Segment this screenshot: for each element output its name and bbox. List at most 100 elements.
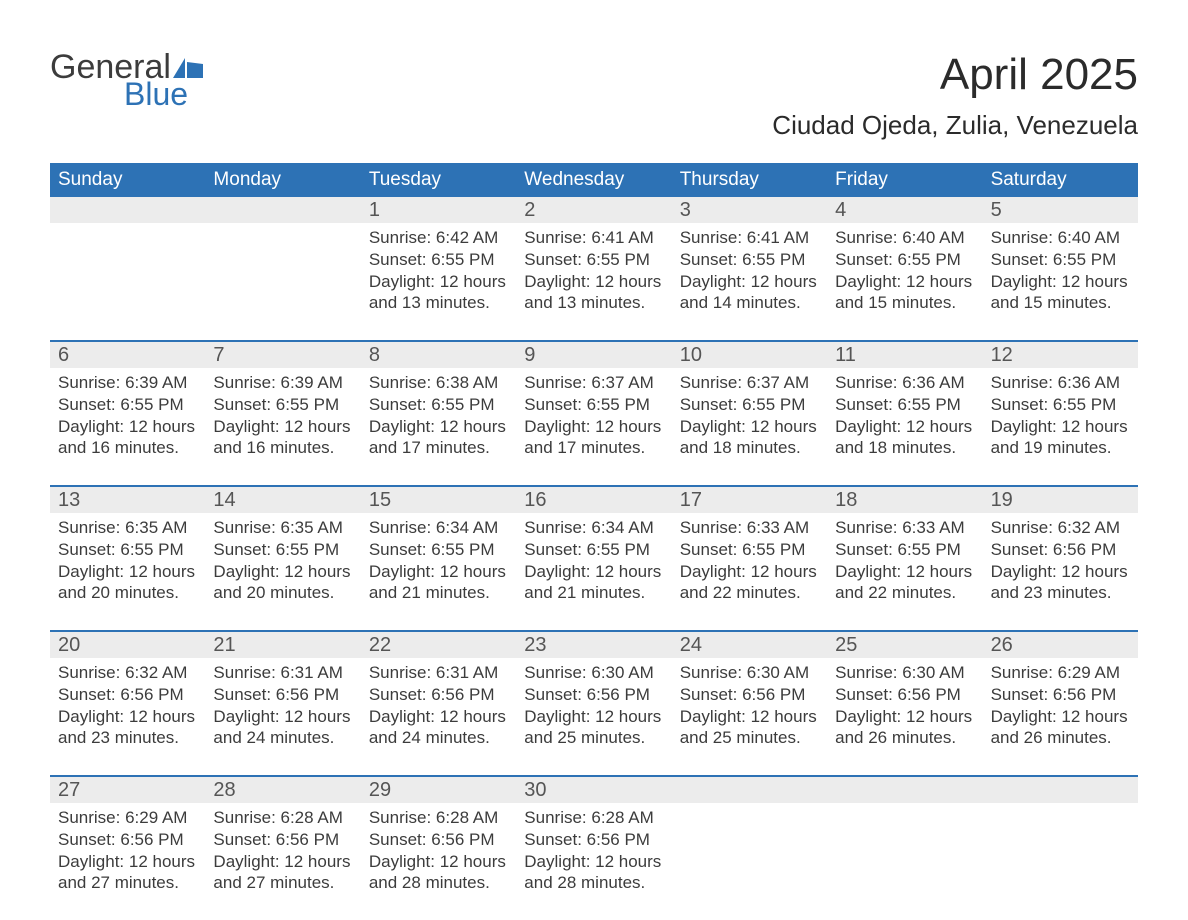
day-cell: Sunrise: 6:39 AMSunset: 6:55 PMDaylight:… — [50, 368, 205, 459]
sunrise-text: Sunrise: 6:30 AM — [680, 662, 819, 684]
logo-text-blue: Blue — [124, 78, 188, 110]
daylight-text: Daylight: 12 hours and 21 minutes. — [369, 561, 508, 605]
daylight-text: Daylight: 12 hours and 15 minutes. — [991, 271, 1130, 315]
sunrise-text: Sunrise: 6:37 AM — [524, 372, 663, 394]
sunrise-text: Sunrise: 6:31 AM — [369, 662, 508, 684]
sunset-text: Sunset: 6:55 PM — [58, 539, 197, 561]
sunset-text: Sunset: 6:55 PM — [680, 539, 819, 561]
logo-flag-icon — [173, 58, 203, 78]
day-cell: Sunrise: 6:30 AMSunset: 6:56 PMDaylight:… — [516, 658, 671, 749]
day-cell: Sunrise: 6:29 AMSunset: 6:56 PMDaylight:… — [50, 803, 205, 894]
daylight-text: Daylight: 12 hours and 22 minutes. — [835, 561, 974, 605]
dow-sunday: Sunday — [50, 163, 205, 197]
sunrise-text: Sunrise: 6:32 AM — [991, 517, 1130, 539]
day-cell: Sunrise: 6:34 AMSunset: 6:55 PMDaylight:… — [361, 513, 516, 604]
daylight-text: Daylight: 12 hours and 25 minutes. — [680, 706, 819, 750]
day-number — [672, 777, 827, 803]
sunrise-text: Sunrise: 6:36 AM — [991, 372, 1130, 394]
daylight-text: Daylight: 12 hours and 16 minutes. — [213, 416, 352, 460]
sunset-text: Sunset: 6:55 PM — [524, 394, 663, 416]
daylight-text: Daylight: 12 hours and 26 minutes. — [835, 706, 974, 750]
daylight-text: Daylight: 12 hours and 21 minutes. — [524, 561, 663, 605]
day-body-row: Sunrise: 6:29 AMSunset: 6:56 PMDaylight:… — [50, 803, 1138, 920]
day-cell: Sunrise: 6:33 AMSunset: 6:55 PMDaylight:… — [672, 513, 827, 604]
daylight-text: Daylight: 12 hours and 14 minutes. — [680, 271, 819, 315]
sunrise-text: Sunrise: 6:40 AM — [991, 227, 1130, 249]
day-number: 20 — [50, 632, 205, 658]
daylight-text: Daylight: 12 hours and 19 minutes. — [991, 416, 1130, 460]
day-cell — [983, 803, 1138, 894]
sunset-text: Sunset: 6:55 PM — [680, 249, 819, 271]
day-cell: Sunrise: 6:28 AMSunset: 6:56 PMDaylight:… — [516, 803, 671, 894]
daylight-text: Daylight: 12 hours and 13 minutes. — [524, 271, 663, 315]
day-number: 9 — [516, 342, 671, 368]
sunset-text: Sunset: 6:55 PM — [369, 394, 508, 416]
day-cell: Sunrise: 6:39 AMSunset: 6:55 PMDaylight:… — [205, 368, 360, 459]
day-cell: Sunrise: 6:28 AMSunset: 6:56 PMDaylight:… — [205, 803, 360, 894]
day-number: 5 — [983, 197, 1138, 223]
sunrise-text: Sunrise: 6:39 AM — [58, 372, 197, 394]
daylight-text: Daylight: 12 hours and 18 minutes. — [680, 416, 819, 460]
sunrise-text: Sunrise: 6:31 AM — [213, 662, 352, 684]
dow-saturday: Saturday — [983, 163, 1138, 197]
daylight-text: Daylight: 12 hours and 16 minutes. — [58, 416, 197, 460]
month-title: April 2025 — [772, 50, 1138, 100]
day-number — [50, 197, 205, 223]
calendar-week: 20212223242526Sunrise: 6:32 AMSunset: 6:… — [50, 630, 1138, 775]
day-number: 21 — [205, 632, 360, 658]
sunset-text: Sunset: 6:56 PM — [58, 829, 197, 851]
dow-tuesday: Tuesday — [361, 163, 516, 197]
day-number — [205, 197, 360, 223]
calendar-week: 6789101112Sunrise: 6:39 AMSunset: 6:55 P… — [50, 340, 1138, 485]
day-cell: Sunrise: 6:31 AMSunset: 6:56 PMDaylight:… — [205, 658, 360, 749]
daylight-text: Daylight: 12 hours and 25 minutes. — [524, 706, 663, 750]
sunset-text: Sunset: 6:55 PM — [991, 249, 1130, 271]
sunrise-text: Sunrise: 6:41 AM — [524, 227, 663, 249]
day-cell: Sunrise: 6:28 AMSunset: 6:56 PMDaylight:… — [361, 803, 516, 894]
dow-friday: Friday — [827, 163, 982, 197]
sunrise-text: Sunrise: 6:38 AM — [369, 372, 508, 394]
sunset-text: Sunset: 6:55 PM — [369, 539, 508, 561]
sunset-text: Sunset: 6:56 PM — [991, 684, 1130, 706]
sunset-text: Sunset: 6:56 PM — [680, 684, 819, 706]
day-number: 17 — [672, 487, 827, 513]
day-cell: Sunrise: 6:30 AMSunset: 6:56 PMDaylight:… — [672, 658, 827, 749]
day-number: 25 — [827, 632, 982, 658]
day-cell: Sunrise: 6:38 AMSunset: 6:55 PMDaylight:… — [361, 368, 516, 459]
sunset-text: Sunset: 6:55 PM — [835, 249, 974, 271]
day-number: 26 — [983, 632, 1138, 658]
day-cell: Sunrise: 6:33 AMSunset: 6:55 PMDaylight:… — [827, 513, 982, 604]
sunset-text: Sunset: 6:56 PM — [369, 829, 508, 851]
day-cell: Sunrise: 6:35 AMSunset: 6:55 PMDaylight:… — [50, 513, 205, 604]
day-cell: Sunrise: 6:35 AMSunset: 6:55 PMDaylight:… — [205, 513, 360, 604]
day-cell: Sunrise: 6:40 AMSunset: 6:55 PMDaylight:… — [983, 223, 1138, 314]
sunrise-text: Sunrise: 6:29 AM — [991, 662, 1130, 684]
sunrise-text: Sunrise: 6:32 AM — [58, 662, 197, 684]
day-number: 11 — [827, 342, 982, 368]
day-cell: Sunrise: 6:37 AMSunset: 6:55 PMDaylight:… — [516, 368, 671, 459]
sunset-text: Sunset: 6:56 PM — [369, 684, 508, 706]
sunrise-text: Sunrise: 6:35 AM — [213, 517, 352, 539]
daylight-text: Daylight: 12 hours and 17 minutes. — [369, 416, 508, 460]
daylight-text: Daylight: 12 hours and 28 minutes. — [524, 851, 663, 895]
day-cell: Sunrise: 6:34 AMSunset: 6:55 PMDaylight:… — [516, 513, 671, 604]
sunrise-text: Sunrise: 6:29 AM — [58, 807, 197, 829]
sunrise-text: Sunrise: 6:35 AM — [58, 517, 197, 539]
daylight-text: Daylight: 12 hours and 18 minutes. — [835, 416, 974, 460]
sunset-text: Sunset: 6:55 PM — [835, 539, 974, 561]
page-header: General Blue April 2025 Ciudad Ojeda, Zu… — [50, 50, 1138, 141]
sunset-text: Sunset: 6:56 PM — [991, 539, 1130, 561]
title-block: April 2025 Ciudad Ojeda, Zulia, Venezuel… — [772, 50, 1138, 141]
sunrise-text: Sunrise: 6:40 AM — [835, 227, 974, 249]
day-cell: Sunrise: 6:32 AMSunset: 6:56 PMDaylight:… — [983, 513, 1138, 604]
day-number: 4 — [827, 197, 982, 223]
daylight-text: Daylight: 12 hours and 27 minutes. — [213, 851, 352, 895]
sunset-text: Sunset: 6:55 PM — [524, 249, 663, 271]
day-cell: Sunrise: 6:29 AMSunset: 6:56 PMDaylight:… — [983, 658, 1138, 749]
day-number: 2 — [516, 197, 671, 223]
sunset-text: Sunset: 6:55 PM — [835, 394, 974, 416]
sunrise-text: Sunrise: 6:30 AM — [835, 662, 974, 684]
day-of-week-header: Sunday Monday Tuesday Wednesday Thursday… — [50, 163, 1138, 197]
day-number: 6 — [50, 342, 205, 368]
sunrise-text: Sunrise: 6:37 AM — [680, 372, 819, 394]
